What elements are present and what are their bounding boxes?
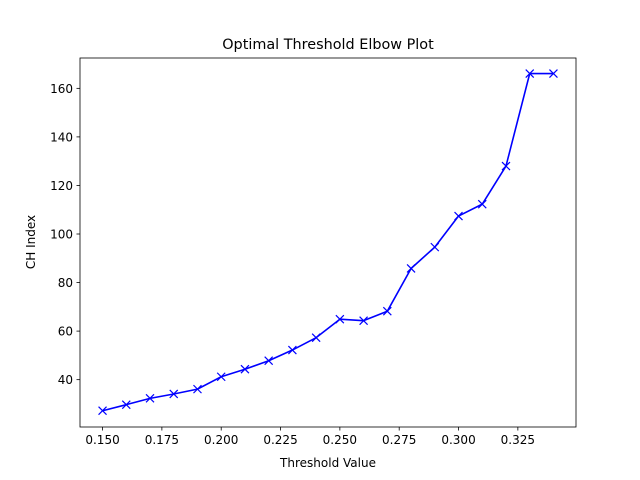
y-tick-label: 100 bbox=[50, 228, 73, 242]
data-point-marker bbox=[406, 264, 416, 273]
x-tick-label: 0.300 bbox=[441, 433, 475, 447]
chart-title: Optimal Threshold Elbow Plot bbox=[222, 37, 434, 53]
data-point-marker bbox=[525, 69, 535, 78]
y-tick-label: 120 bbox=[50, 179, 73, 193]
data-point-marker bbox=[287, 345, 297, 355]
x-tick-label: 0.225 bbox=[263, 433, 297, 447]
data-point-marker bbox=[477, 199, 487, 209]
x-axis-ticks: 0.150 0.175 0.200 0.225 0.250 0.275 0.300 0.325 bbox=[85, 427, 535, 447]
data-point-marker bbox=[549, 69, 558, 78]
y-axis-label: CH Index bbox=[24, 215, 38, 269]
y-axis-ticks: 40 60 80 100 120 140 160 bbox=[50, 82, 80, 387]
data-point-marker bbox=[145, 393, 155, 403]
x-axis-label: Threshold Value bbox=[279, 456, 376, 470]
x-tick-label: 0.200 bbox=[204, 433, 238, 447]
x-tick-label: 0.325 bbox=[501, 433, 535, 447]
axes-frame bbox=[79, 57, 577, 428]
data-point-marker bbox=[382, 306, 392, 316]
series-line bbox=[102, 72, 554, 412]
series-layer bbox=[98, 69, 558, 416]
data-point-marker bbox=[501, 161, 511, 171]
data-point-marker bbox=[359, 316, 369, 326]
data-point-marker bbox=[430, 242, 440, 252]
data-point-marker bbox=[311, 333, 321, 343]
data-point-marker bbox=[454, 211, 463, 221]
data-point-marker bbox=[193, 384, 202, 394]
x-tick-label: 0.250 bbox=[323, 433, 357, 447]
data-point-marker bbox=[240, 364, 250, 374]
x-tick-label: 0.275 bbox=[382, 433, 416, 447]
y-tick-label: 60 bbox=[58, 325, 73, 339]
y-tick-label: 80 bbox=[58, 276, 73, 290]
data-point-marker bbox=[98, 406, 107, 416]
x-tick-label: 0.150 bbox=[85, 433, 119, 447]
data-point-marker bbox=[216, 372, 226, 382]
x-tick-label: 0.175 bbox=[145, 433, 179, 447]
data-point-marker bbox=[264, 356, 274, 366]
y-tick-label: 160 bbox=[50, 82, 73, 96]
data-point-marker bbox=[335, 314, 345, 324]
y-tick-label: 40 bbox=[58, 373, 73, 387]
data-point-marker bbox=[121, 400, 131, 410]
y-tick-label: 140 bbox=[50, 130, 73, 144]
data-point-marker bbox=[169, 389, 179, 399]
